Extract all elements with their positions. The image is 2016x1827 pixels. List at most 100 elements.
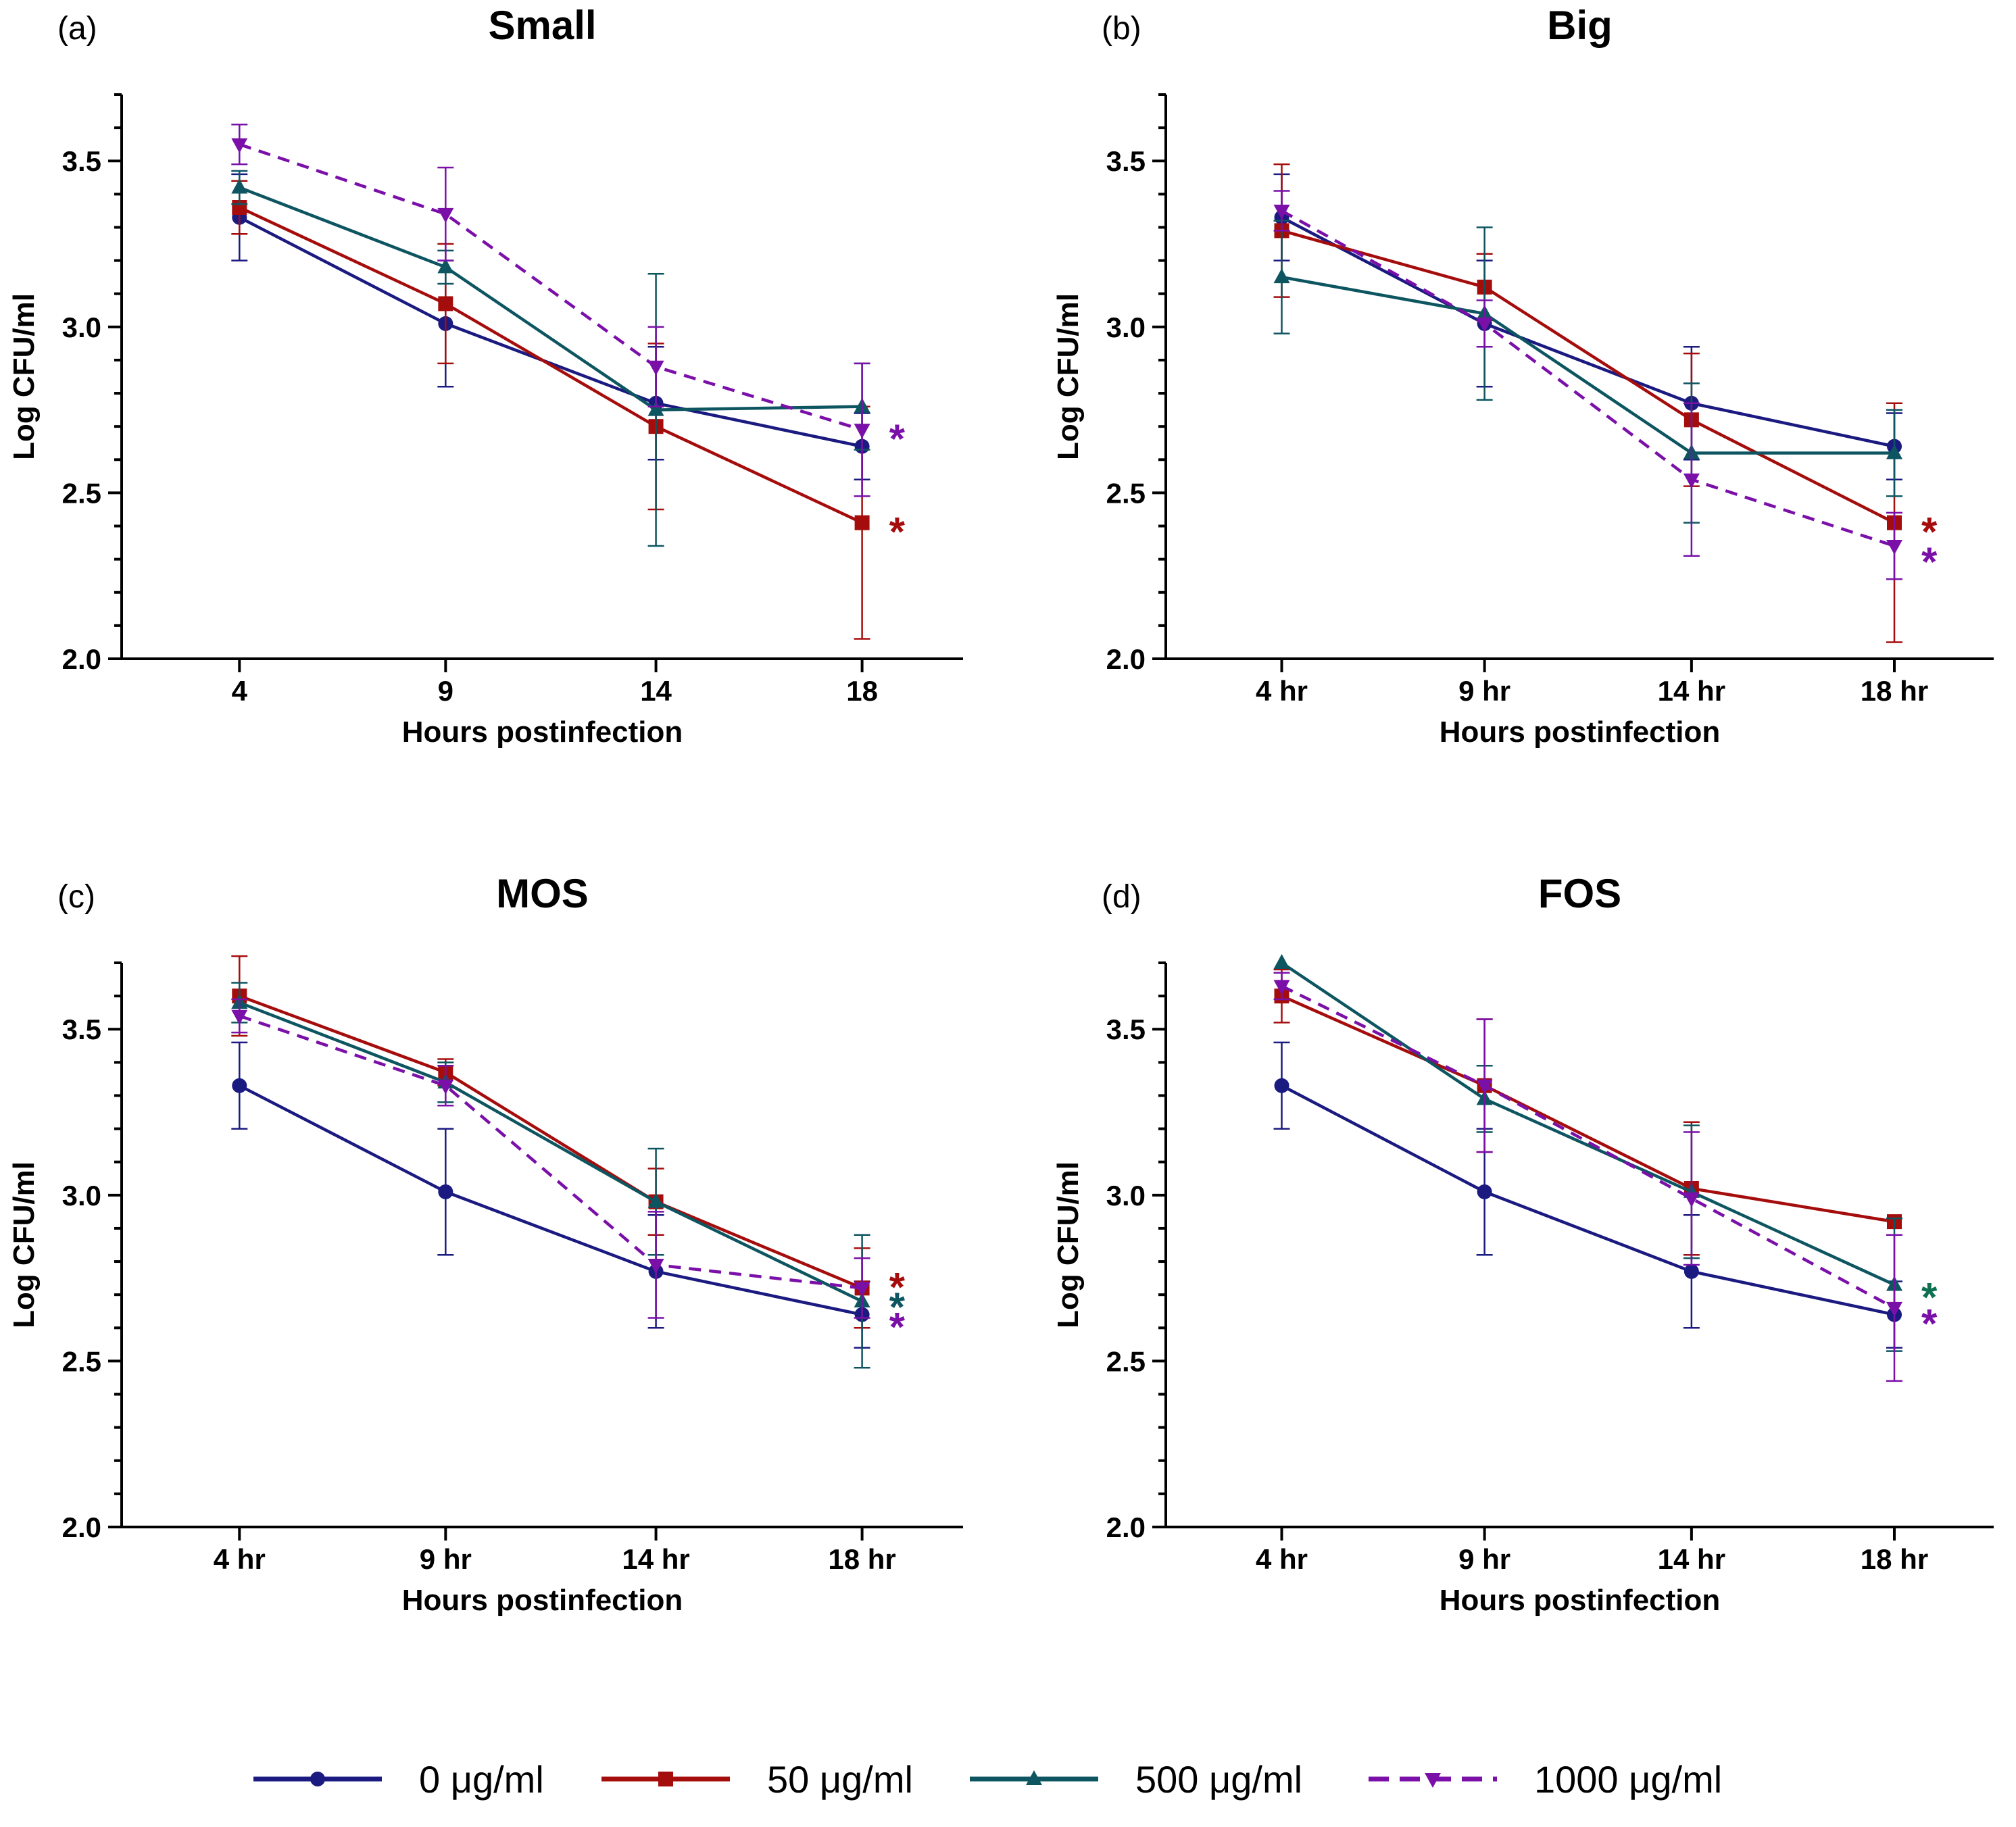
series-line: [239, 143, 863, 432]
series-line: [239, 1084, 863, 1316]
series-50-g-ml: [1273, 163, 1902, 643]
series-0-g-ml: [1273, 173, 1902, 481]
y-tick-label: 3.0: [1106, 311, 1146, 343]
y-tick-label: 2.0: [1106, 1511, 1146, 1543]
legend-marker: [310, 1772, 325, 1786]
y-tick-label: 2.0: [1106, 643, 1146, 675]
panel-title: Big: [1547, 3, 1613, 48]
series-50-g-ml: [231, 180, 870, 640]
series-line: [1281, 984, 1896, 1309]
legend-marker: [1026, 1770, 1042, 1785]
data-point: [231, 138, 248, 153]
series-1000-g-ml: [1273, 972, 1902, 1382]
x-tick-label: 9: [438, 675, 453, 707]
legend-item-500-g-ml: 500 μg/ml: [970, 1758, 1302, 1801]
data-point: [854, 424, 870, 439]
series-line: [1281, 961, 1895, 1286]
x-tick-label: 4 hr: [1256, 1543, 1308, 1575]
x-axis-title: Hours postinfection: [1440, 716, 1721, 749]
significance-star: *: [1921, 1274, 1938, 1320]
y-tick-label: 3.0: [62, 311, 101, 343]
significance-star: *: [889, 416, 906, 461]
x-tick-label: 14 hr: [622, 1543, 689, 1575]
y-tick-label: 2.5: [62, 1345, 101, 1377]
panel-title: MOS: [496, 871, 589, 916]
legend-item-0-g-ml: 0 μg/ml: [253, 1758, 544, 1801]
x-tick-label: 18 hr: [1861, 1543, 1928, 1575]
significance-star: *: [1921, 1301, 1938, 1347]
x-axis-title: Hours postinfection: [402, 1584, 683, 1617]
series-0-g-ml: [1273, 1041, 1902, 1349]
data-point: [232, 1078, 247, 1093]
y-tick-label: 2.5: [62, 477, 101, 509]
data-point: [1683, 1263, 1699, 1279]
series-1000-g-ml: [231, 123, 870, 497]
significance-star: *: [889, 509, 906, 555]
data-point: [437, 258, 454, 274]
y-tick-label: 3.5: [1106, 145, 1146, 177]
data-point: [647, 360, 664, 376]
x-axis-title: Hours postinfection: [1440, 1584, 1721, 1617]
series-line: [1281, 275, 1894, 455]
data-point: [1886, 540, 1902, 555]
series-1000-g-ml: [1273, 190, 1902, 580]
data-point: [1476, 1079, 1493, 1095]
series-0-g-ml: [231, 1041, 870, 1349]
x-tick-label: 9 hr: [1458, 675, 1510, 707]
y-tick-label: 2.0: [62, 643, 101, 675]
data-point: [437, 207, 454, 223]
significance-star: *: [889, 1305, 906, 1350]
data-point: [647, 1258, 664, 1274]
data-point: [1476, 317, 1493, 332]
y-tick-label: 3.0: [1106, 1180, 1146, 1211]
series-500-g-ml: [1273, 954, 1902, 1352]
panel-label: (b): [1102, 11, 1141, 47]
data-point: [854, 515, 870, 530]
series-500-g-ml: [231, 170, 870, 547]
data-point: [1273, 954, 1290, 969]
x-tick-label: 18: [846, 675, 878, 707]
panel-title: FOS: [1538, 871, 1621, 916]
data-point: [231, 178, 248, 194]
y-axis-title: Log CFU/ml: [1052, 1161, 1085, 1328]
series-50-g-ml: [1273, 968, 1902, 1256]
series-line: [239, 1014, 862, 1290]
y-tick-label: 3.5: [62, 1013, 101, 1045]
significance-star: *: [889, 1284, 906, 1330]
x-tick-label: 4: [232, 675, 248, 707]
legend-label: 1000 μg/ml: [1534, 1758, 1722, 1801]
x-axis-title: Hours postinfection: [402, 716, 683, 749]
y-axis-title: Log CFU/ml: [7, 1161, 41, 1328]
series-1000-g-ml: [231, 998, 870, 1319]
legend-label: 500 μg/ml: [1135, 1758, 1302, 1801]
data-point: [438, 296, 453, 311]
panel-label: (c): [57, 879, 95, 915]
x-tick-label: 4 hr: [214, 1543, 266, 1575]
y-tick-label: 2.0: [62, 1511, 101, 1543]
series-line: [1281, 209, 1895, 548]
data-point: [1274, 1078, 1289, 1093]
y-tick-label: 3.5: [1106, 1013, 1146, 1045]
series-line: [239, 1001, 863, 1303]
series-line: [1281, 1084, 1895, 1316]
panel-title: Small: [488, 3, 596, 48]
series-line: [239, 186, 862, 411]
y-tick-label: 2.5: [1106, 477, 1146, 509]
x-tick-label: 14 hr: [1658, 675, 1725, 707]
panel-label: (a): [57, 11, 97, 47]
y-axis-title: Log CFU/ml: [7, 293, 41, 460]
data-point: [854, 1282, 870, 1297]
panel-small: 2.0 2.5 3.0 3.5 4 9 14 18 Hours postinfection Log…: [7, 3, 963, 749]
legend: 0 μg/ml 50 μg/ml 500 μg/ml 1000 μg/ml: [253, 1758, 1722, 1801]
panel-label: (d): [1102, 879, 1141, 915]
data-point: [231, 1009, 248, 1025]
significance-star: *: [1921, 539, 1938, 584]
series-line: [1281, 216, 1895, 448]
series-line: [1281, 995, 1895, 1224]
x-tick-label: 14: [640, 675, 672, 707]
x-tick-label: 4 hr: [1256, 675, 1308, 707]
series-line: [239, 995, 863, 1290]
data-point: [647, 401, 664, 416]
data-point: [1683, 473, 1700, 489]
